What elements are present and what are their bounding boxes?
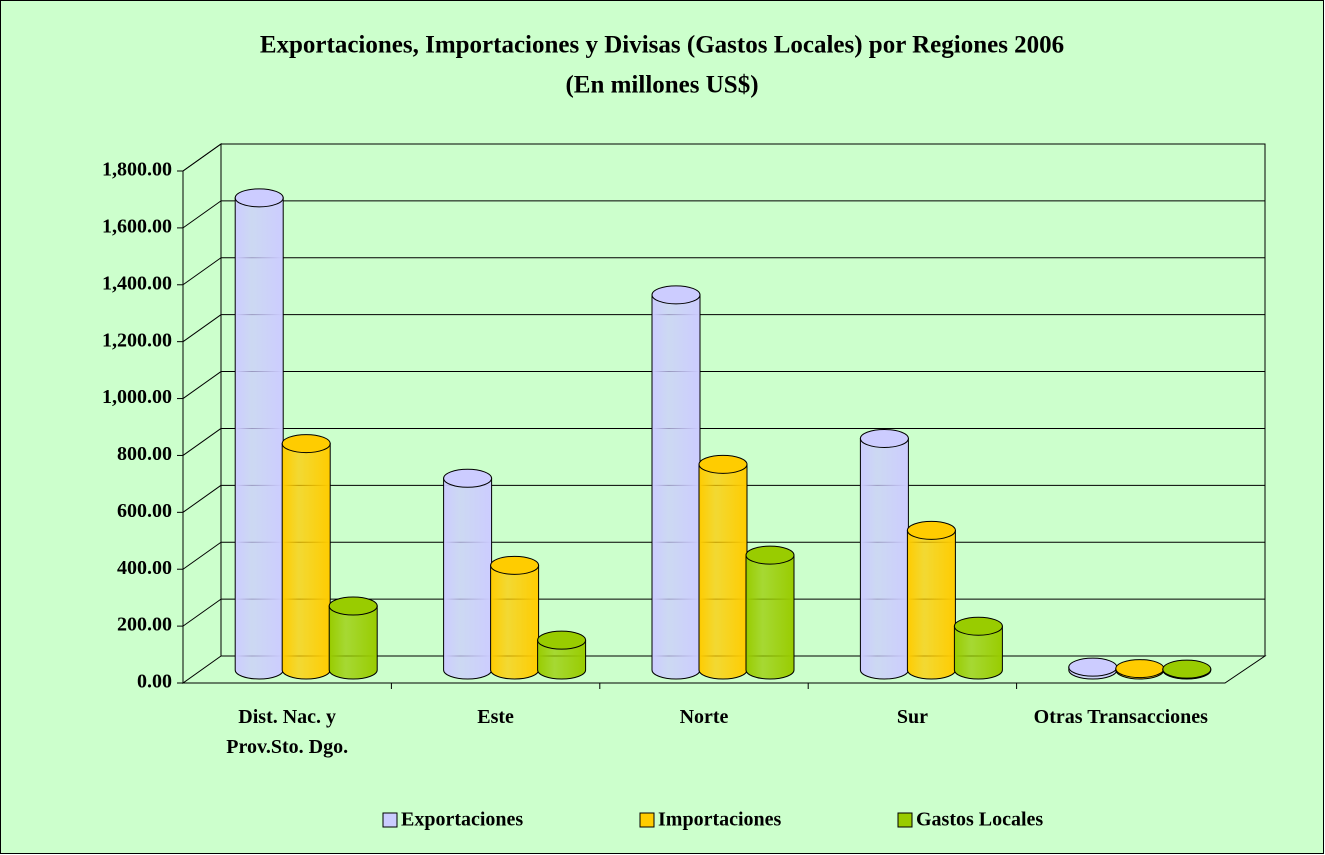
bar-top: [953, 616, 1003, 636]
bar-top: [859, 428, 909, 448]
bar-top: [490, 555, 540, 575]
bar-top: [537, 630, 587, 650]
y-tick-label: 200.00: [117, 614, 172, 636]
bar: [859, 437, 909, 680]
bar: [745, 554, 795, 680]
y-tick-label: 400.00: [117, 557, 172, 579]
bar-top: [1162, 659, 1212, 679]
bar-top: [651, 285, 701, 305]
grid-line: [182, 428, 222, 456]
bar: [698, 463, 748, 680]
bar: [906, 529, 956, 680]
legend-label: Gastos Locales: [916, 809, 1043, 831]
bar: [328, 605, 378, 680]
legend-label: Importaciones: [658, 809, 782, 831]
bar-top: [1115, 659, 1165, 679]
bar: [953, 625, 1003, 680]
y-tick-label: 1,200.00: [102, 329, 172, 351]
x-tick-label: Dist. Nac. y Prov.Sto. Dgo.: [226, 706, 349, 758]
bar: [281, 443, 331, 680]
bar: [490, 564, 540, 680]
bar: [443, 477, 493, 680]
grid-line: [182, 257, 222, 286]
legend-swatch: [639, 812, 655, 828]
y-tick-label: 800.00: [117, 443, 172, 465]
grid-line: [182, 314, 222, 343]
grid-line: [182, 598, 222, 627]
x-tick-label: Norte: [679, 706, 729, 728]
x-tick-label: Sur: [896, 706, 928, 728]
bar-top: [1068, 657, 1118, 677]
bar: [651, 294, 701, 680]
bar-top: [443, 468, 493, 488]
grid-line: [182, 143, 222, 172]
bar-top: [745, 545, 795, 565]
chart-title: Exportaciones, Importaciones y Divisas (…: [260, 32, 1064, 59]
bar-top: [906, 520, 956, 540]
y-tick-label: 1,400.00: [102, 272, 172, 294]
x-tick-label: Este: [477, 706, 514, 728]
grid-line: [182, 371, 222, 399]
grid-line: [182, 541, 222, 570]
bar-top: [328, 596, 378, 616]
bar-top: [234, 188, 284, 208]
chart-subtitle: (En millones US$): [565, 72, 758, 99]
y-tick-label: 1,600.00: [102, 215, 172, 237]
bar-top: [281, 434, 331, 454]
legend-swatch: [897, 812, 913, 828]
y-tick-label: 1,000.00: [102, 386, 172, 408]
grid-line: [182, 200, 222, 229]
x-tick-label: Otras Transacciones: [1033, 706, 1208, 728]
y-tick-label: 600.00: [117, 500, 172, 522]
side-wall: [182, 143, 222, 684]
legend-swatch: [382, 812, 398, 828]
y-tick-label: 1,800.00: [102, 159, 172, 181]
grid-line: [182, 484, 222, 513]
y-tick-label: 0.00: [137, 671, 172, 693]
bar: [234, 197, 284, 680]
bar: [537, 639, 587, 680]
bar-top: [698, 454, 748, 474]
legend-label: Exportaciones: [401, 809, 523, 831]
